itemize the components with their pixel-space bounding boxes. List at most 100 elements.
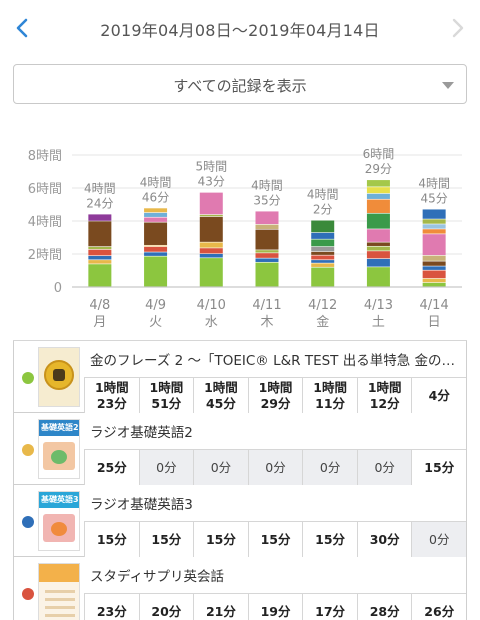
- book-color-dot: [22, 516, 34, 528]
- book-row[interactable]: 基礎英語3 ラジオ基礎英語3 15分 15分 15分 15分 15分 30分 0分: [13, 485, 467, 557]
- bar-segment: [366, 246, 390, 251]
- bar-total-minutes: 24分: [86, 196, 113, 210]
- daily-time-cell: 1時間 29分: [247, 378, 303, 413]
- y-tick-label: 0: [54, 281, 62, 296]
- time-value: 1時間: [149, 379, 184, 395]
- time-value-minutes: 45分: [205, 395, 236, 411]
- bar-segment: [311, 246, 335, 252]
- daily-time-cell: 1時間 12分: [356, 378, 412, 413]
- time-value: 20分: [151, 603, 182, 619]
- x-tick-date: 4/14: [420, 298, 449, 313]
- time-value: 15分: [260, 531, 291, 547]
- bar-total-minutes: 46分: [142, 190, 169, 204]
- book-row[interactable]: 基礎英語2 ラジオ基礎英語2 25分 0分 0分 0分 0分 0分 15分: [13, 413, 467, 485]
- daily-time-cell: 0分: [356, 450, 412, 485]
- daily-time-cells: 1時間 23分 1時間 51分 1時間 45分 1時間 29分 1時間 11分 1時間 12分 4分: [84, 377, 467, 413]
- daily-time-cell: 4分: [411, 378, 467, 413]
- next-week-button[interactable]: [444, 14, 472, 42]
- caret-down-icon: [442, 82, 454, 89]
- daily-time-cell: 15分: [193, 522, 248, 557]
- bar-total-minutes: 29分: [365, 162, 392, 176]
- bar-segment: [422, 224, 446, 229]
- bar-segment: [199, 192, 223, 215]
- daily-time-cell: 0分: [302, 450, 357, 485]
- book-title: スタディサプリ英会話: [90, 569, 225, 585]
- bar-total-hours: 6時間: [363, 147, 395, 161]
- bar-total-minutes: 35分: [253, 193, 280, 207]
- record-filter-dropdown[interactable]: すべての記録を表示: [13, 64, 467, 104]
- time-value-minutes: 51分: [151, 395, 182, 411]
- bar-segment: [366, 258, 390, 267]
- daily-time-cell: 15分: [138, 522, 194, 557]
- x-tick-weekday: 木: [260, 315, 273, 330]
- daily-time-cell: 1時間 11分: [302, 378, 357, 413]
- time-value: 28分: [369, 603, 400, 619]
- daily-time-cell: 0分: [193, 450, 248, 485]
- book-time-table: 金のフレーズ 2 〜「TOEIC® L&R TEST 出る単特急 金のフレーズ」…: [13, 340, 467, 620]
- daily-time-cells: 23分 20分 21分 19分 17分 28分 26分: [84, 593, 467, 620]
- time-value: 15分: [205, 531, 236, 547]
- y-tick-label: 6時間: [28, 182, 62, 197]
- time-value: 0分: [210, 459, 232, 475]
- bar-segment: [199, 248, 223, 254]
- chevron-right-icon: [452, 18, 464, 38]
- daily-time-cell: 0分: [138, 450, 194, 485]
- time-value: 15分: [151, 531, 182, 547]
- book-cover-label: 基礎英語2: [41, 423, 79, 432]
- bar-segment: [311, 267, 335, 287]
- time-value-minutes: 23分: [96, 395, 127, 411]
- x-tick-weekday: 日: [428, 315, 441, 330]
- time-value: 30分: [369, 531, 400, 547]
- book-title: ラジオ基礎英語2: [90, 425, 193, 441]
- x-tick-weekday: 火: [149, 315, 162, 330]
- bar-segment: [422, 209, 446, 219]
- book-row[interactable]: スタディサプリ英会話 23分 20分 21分 19分 17分 28分 26分: [13, 557, 467, 620]
- bar-total-minutes: 45分: [421, 191, 448, 205]
- y-tick-label: 2時間: [28, 248, 62, 263]
- x-tick-weekday: 土: [372, 315, 385, 330]
- bar-segment: [144, 246, 168, 252]
- book-cover-image: [38, 563, 80, 620]
- bar-segment: [311, 232, 335, 239]
- daily-time-cell: 23分: [84, 594, 139, 620]
- x-tick-date: 4/8: [89, 298, 110, 313]
- time-value: 15分: [315, 531, 346, 547]
- daily-time-cell: 17分: [302, 594, 357, 620]
- daily-time-cell: 15分: [247, 522, 303, 557]
- book-row[interactable]: 金のフレーズ 2 〜「TOEIC® L&R TEST 出る単特急 金のフレーズ」…: [13, 341, 467, 413]
- bar-total-hours: 4時間: [307, 188, 339, 202]
- week-header: 2019年04月08日〜2019年04月14日: [0, 0, 480, 58]
- time-value: 19分: [260, 603, 291, 619]
- x-tick-weekday: 水: [205, 315, 218, 330]
- time-value: 21分: [205, 603, 236, 619]
- bar-segment: [144, 208, 168, 213]
- time-value: 1時間: [313, 379, 347, 395]
- book-title: 金のフレーズ 2 〜「TOEIC® L&R TEST 出る単特急 金のフレーズ」: [90, 353, 462, 369]
- book-cover-label: 基礎英語3: [41, 495, 79, 504]
- bar-segment: [255, 211, 279, 225]
- time-value: 23分: [96, 603, 127, 619]
- book-cover-image: 基礎英語2: [38, 419, 80, 479]
- bar-total-hours: 5時間: [195, 160, 227, 174]
- bar-segment: [366, 187, 390, 194]
- bar-segment: [422, 261, 446, 266]
- bar-segment: [88, 249, 112, 256]
- previous-week-button[interactable]: [8, 14, 36, 42]
- bar-segment: [255, 253, 279, 258]
- bar-segment: [144, 256, 168, 287]
- daily-time-cell: 1時間 51分: [138, 378, 194, 413]
- book-color-dot: [22, 444, 34, 456]
- time-value: 25分: [96, 459, 127, 475]
- bar-segment: [255, 262, 279, 287]
- x-tick-date: 4/10: [197, 298, 226, 313]
- bar-segment: [366, 242, 390, 246]
- time-value: 15分: [424, 459, 455, 475]
- time-value: 26分: [424, 603, 455, 619]
- daily-time-cell: 15分: [84, 522, 139, 557]
- time-value: 4分: [428, 387, 450, 403]
- bar-segment: [311, 255, 335, 260]
- book-color-dot: [22, 588, 34, 600]
- daily-time-cell: 15分: [302, 522, 357, 557]
- bar-segment: [144, 212, 168, 217]
- bar-segment: [422, 282, 446, 287]
